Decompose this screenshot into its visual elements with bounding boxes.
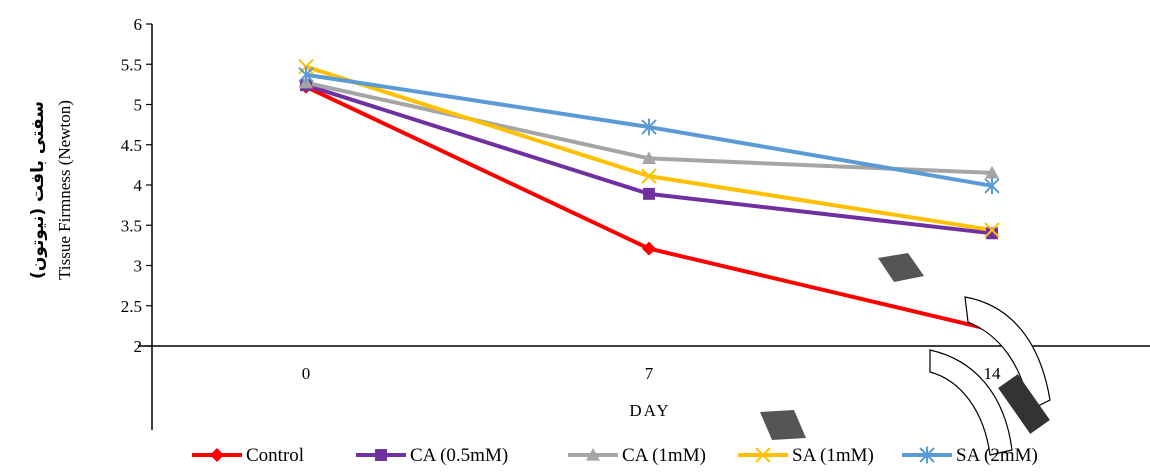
watermark-shape [878, 253, 924, 282]
x-tick-labels: 0 7 14 [302, 364, 1001, 383]
y-tick-label: 5 [134, 96, 143, 115]
legend-item: CA (0.5mM) [356, 445, 508, 466]
watermark-shape [998, 374, 1050, 434]
watermark-shapes [760, 253, 1051, 456]
y-tick-label: 4 [134, 176, 143, 195]
data-point-marker [642, 151, 656, 165]
y-tick-label: 4.5 [121, 136, 142, 155]
y-tick-label: 6 [134, 15, 143, 34]
data-point-marker [642, 241, 656, 256]
watermark-shape [929, 349, 1013, 456]
x-tick-label: 14 [984, 364, 1002, 383]
x-tick-label: 0 [302, 364, 311, 383]
x-axis-title: DAY [629, 401, 670, 420]
legend: Control CA (0.5mM) CA (1mM) SA (1mM) SA (2mM… [192, 445, 1038, 466]
data-point-marker [298, 66, 314, 84]
axes [138, 23, 1150, 430]
watermark-shape [964, 296, 1051, 411]
y-tick-labels: 2 2.5 3 3.5 4 4.5 5 5.5 6 [121, 15, 143, 356]
y-tick-label: 3 [134, 257, 143, 276]
legend-item: SA (1mM) [738, 445, 874, 466]
data-point-marker [919, 446, 935, 464]
y-axis-title: Tissue Firmness (Newton) [55, 100, 74, 280]
data-point-marker [984, 177, 1000, 195]
y-tick-label: 5.5 [121, 55, 142, 74]
series-markers [298, 58, 1000, 337]
legend-label: Control [246, 445, 304, 466]
legend-item: CA (1mM) [568, 445, 706, 466]
data-point-marker [985, 165, 999, 179]
legend-label: SA (2mM) [956, 445, 1038, 466]
data-point-marker [643, 187, 655, 200]
y-tick-label: 2 [134, 337, 143, 356]
data-point-marker [586, 448, 600, 461]
data-point-marker [641, 118, 657, 136]
x-tick-label: 7 [645, 364, 654, 383]
watermark-shape [760, 410, 806, 440]
legend-item: SA (2mM) [902, 445, 1038, 466]
y-axis-title-persian: سفتی بافت (نیوتون) [28, 101, 48, 279]
data-point-marker [755, 447, 771, 463]
y-tick-label: 2.5 [121, 297, 142, 316]
legend-label: SA (1mM) [792, 445, 874, 466]
y-tick-label: 3.5 [121, 216, 142, 235]
legend-label: CA (1mM) [622, 445, 706, 466]
data-point-marker [641, 168, 657, 184]
legend-item: Control [192, 445, 304, 466]
data-point-marker [375, 449, 387, 461]
legend-label: CA (0.5mM) [410, 445, 508, 466]
data-point-marker [984, 222, 1000, 238]
data-point-marker [210, 448, 224, 462]
data-point-marker [986, 227, 998, 240]
